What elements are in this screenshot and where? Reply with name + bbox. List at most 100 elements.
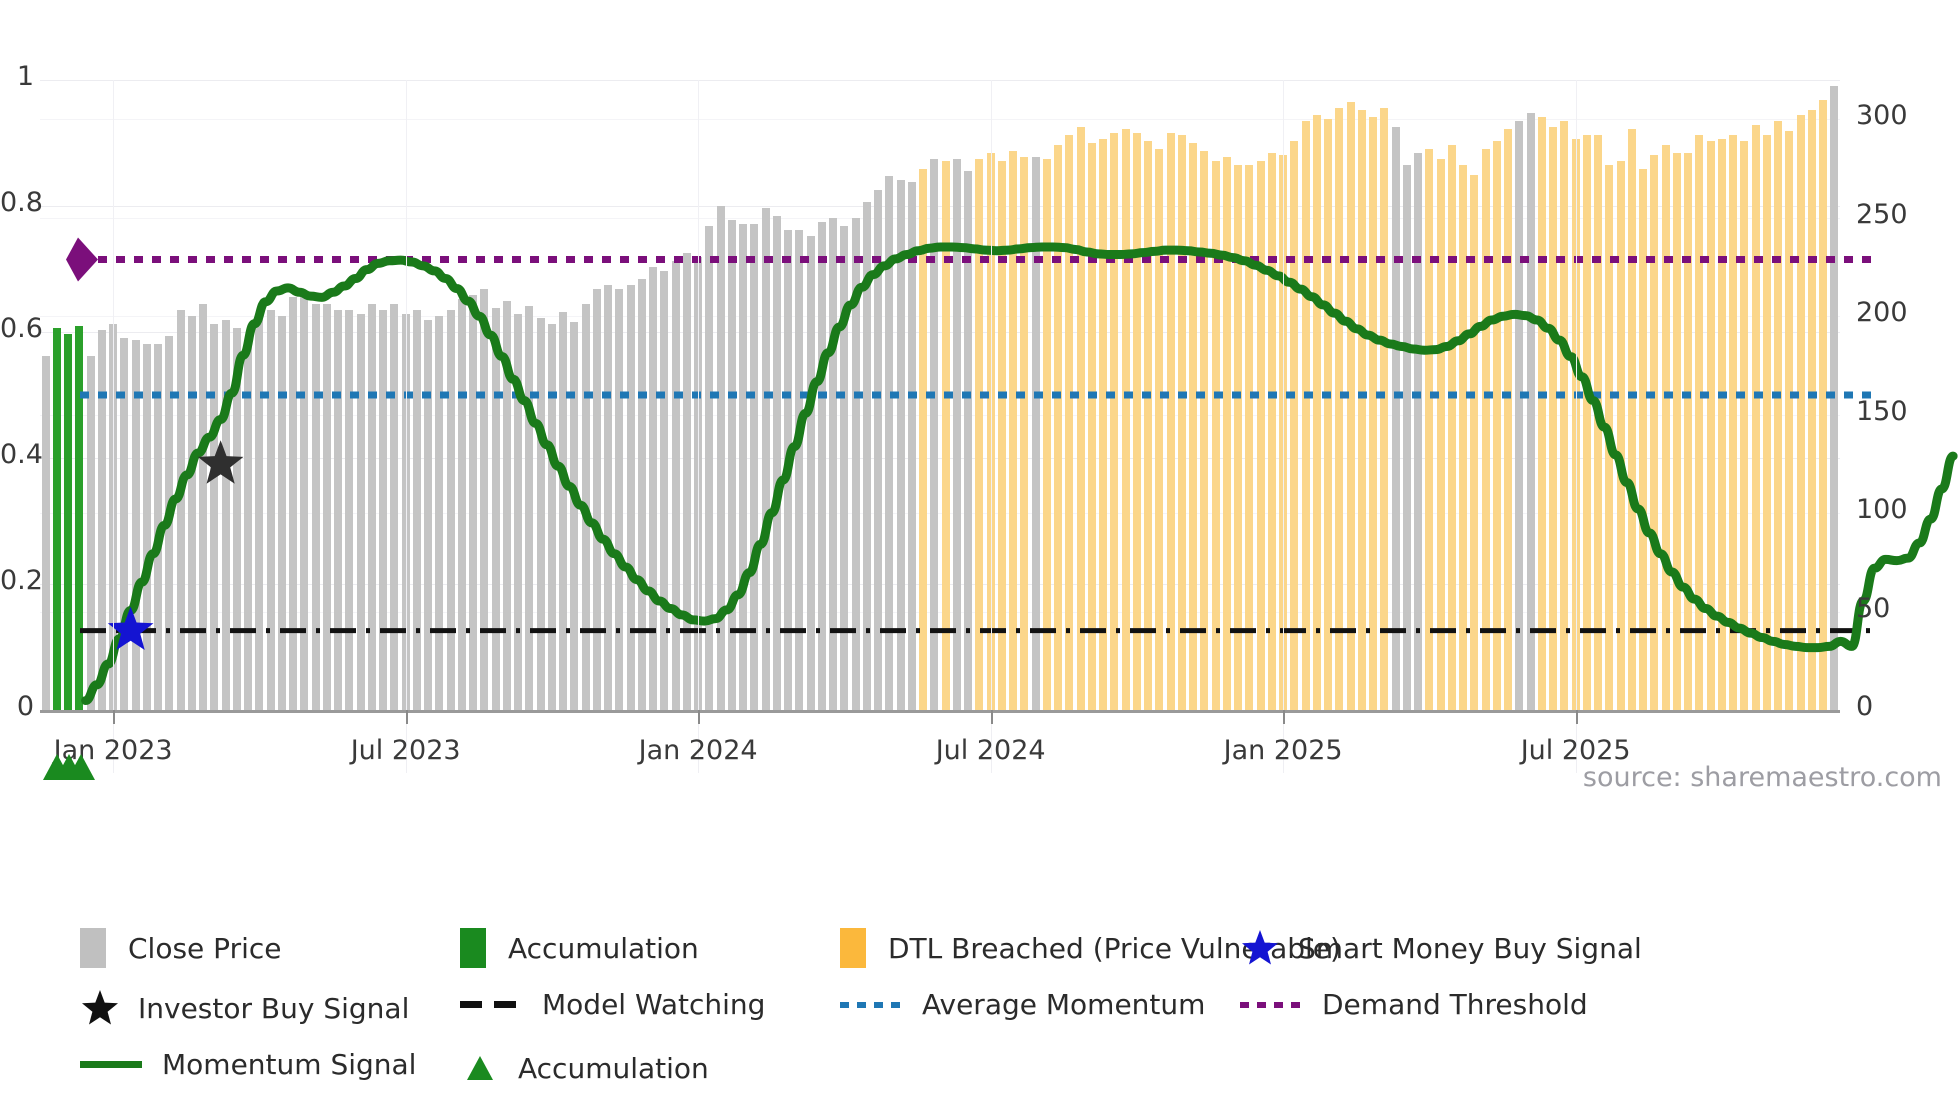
smart-money-buy-signal-star-marker [107,606,154,651]
y-axis-left-tick-label: 0.4 [0,439,43,470]
price-bar [131,339,140,710]
green-square-swatch-icon [460,928,486,968]
price-bar [1537,117,1546,710]
price-bar [435,316,444,710]
vertical-gridline-lower [1575,713,1577,773]
price-bar [1639,168,1648,710]
price-bar [649,267,658,710]
x-axis-tick-mark [1283,710,1286,724]
vertical-gridline [1283,80,1285,710]
price-bar [300,294,309,710]
price-bar [75,326,84,710]
vertical-gridline [113,80,115,710]
investor-buy-signal-star-marker [197,440,244,484]
vertical-gridline-lower [113,713,115,773]
price-bar [1796,115,1805,710]
price-bar [1762,135,1771,710]
price-bar [1672,152,1681,710]
legend-item-close-price[interactable]: Close Price [80,928,281,968]
legend-label: Average Momentum [922,988,1206,1021]
y-axis-left-tick-label: 0.2 [0,565,43,596]
price-bar [851,217,860,710]
price-bar [41,355,50,710]
price-bar [1717,139,1726,710]
y-axis-left-tick-label: 0.6 [0,313,43,344]
price-bar [457,298,466,710]
vertical-gridline [405,80,407,710]
price-bar [750,223,759,710]
price-bar [570,322,579,710]
price-bar [412,310,421,710]
x-axis-tick-label: Jan 2025 [1223,735,1343,766]
price-bar [379,310,388,710]
vertical-gridline [698,80,700,710]
y-axis-right-tick-label: 200 [1856,297,1908,329]
gridline-right [40,414,1840,416]
price-bar [469,294,478,710]
price-bar [930,158,939,710]
price-bar [1447,144,1456,710]
price-bar [1819,99,1828,710]
price-bar [1301,121,1310,710]
price-bar [1324,119,1333,710]
price-bar [266,310,275,710]
price-bar [1211,160,1220,710]
price-bar [390,304,399,710]
price-bar [806,235,815,710]
legend-item-accumulation-triangle[interactable]: Accumulation [460,1048,709,1088]
legend-item-investor-buy-signal[interactable]: Investor Buy Signal [80,988,409,1028]
price-bar [232,328,241,710]
gridline [40,332,1840,333]
price-bar [1740,141,1749,710]
legend-label: Model Watching [542,988,766,1021]
price-bar [559,312,568,710]
legend-item-demand-threshold[interactable]: Demand Threshold [1240,988,1588,1021]
price-bar [1200,150,1209,710]
legend-item-model-watching[interactable]: Model Watching [460,988,765,1021]
price-bar [1751,125,1760,710]
vertical-gridline-lower [1283,713,1285,773]
price-bar [547,324,556,710]
price-bar [829,217,838,710]
price-bar [1481,148,1490,710]
price-bar [637,278,646,710]
price-bar [1110,133,1119,710]
price-bar [502,300,511,710]
price-bar [1774,121,1783,710]
price-bar [1166,133,1175,710]
x-axis-tick-label: Jul 2024 [935,735,1046,766]
price-bar [1065,135,1074,710]
legend-item-accumulation-bar[interactable]: Accumulation [460,928,699,968]
x-axis-tick-mark [698,710,701,724]
gridline [40,584,1840,585]
black-star-marker-icon [82,990,118,1025]
price-bar [1492,141,1501,710]
y-axis-right-tick-label: 50 [1856,592,1891,624]
price-bar [1729,135,1738,710]
price-bar [1526,113,1535,710]
price-bar [885,176,894,710]
price-bar [682,253,691,710]
x-axis-tick-label: Jul 2023 [350,735,461,766]
legend-item-average-momentum[interactable]: Average Momentum [840,988,1205,1021]
price-bar [1684,152,1693,710]
price-bar [1042,158,1051,710]
legend-item-smart-money-buy-signal[interactable]: Smart Money Buy Signal [1240,928,1642,968]
vertical-gridline [1575,80,1577,710]
price-bar [1177,135,1186,710]
price-bar [1076,127,1085,710]
price-bar [896,180,905,710]
price-bar [345,310,354,710]
y-axis-left-tick-label: 1 [16,61,34,92]
price-bar [1504,129,1513,710]
price-bar [975,158,984,710]
price-bar [1335,107,1344,710]
price-bar [626,284,635,710]
gridline-right [40,316,1840,318]
plot-area [40,80,1958,710]
price-bar [221,320,230,710]
legend-item-momentum-signal[interactable]: Momentum Signal [80,1048,416,1081]
price-bar [1661,144,1670,710]
price-bar [1369,117,1378,710]
price-bar [536,318,545,710]
